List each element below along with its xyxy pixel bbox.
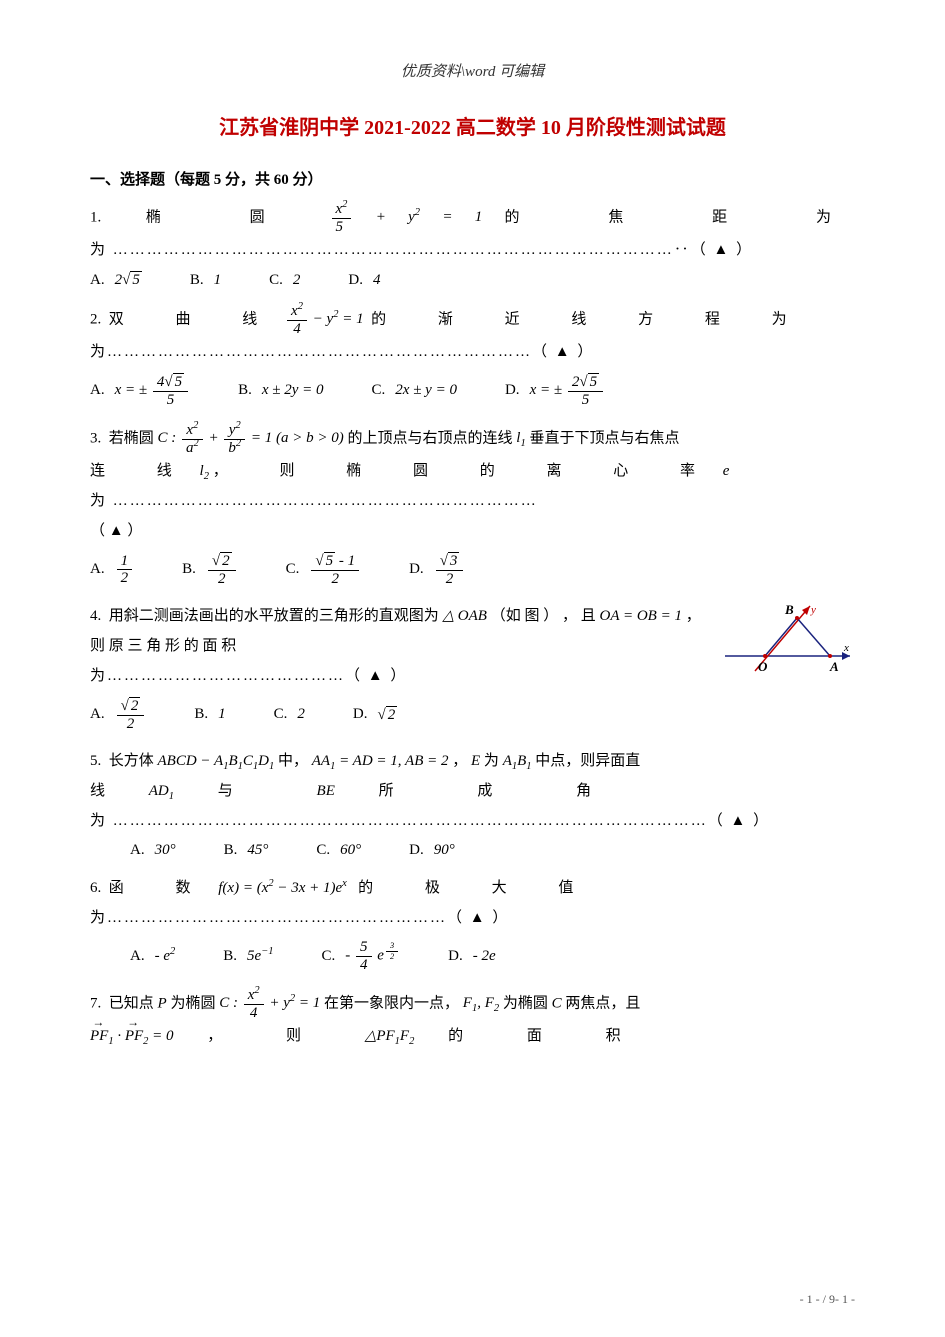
svg-text:y: y: [810, 604, 816, 616]
question-2: 2. 双 曲 线 x24 − y2 = 1 的 渐 近 线 方 程 为 为…………: [90, 303, 855, 367]
q7-mid4: 两焦点，且: [565, 995, 640, 1011]
q4-tail: 为……………………………………（ ▲ ）: [90, 668, 407, 684]
q5-line2a: 线: [90, 783, 145, 799]
q5-opt-c: C.60°: [316, 842, 361, 859]
q5-num: 5.: [90, 753, 101, 769]
q1-opt-c: C.2: [269, 272, 300, 289]
q1-options: A.2√5 B.1 C.2 D.4: [90, 271, 855, 289]
q5-options: A.30° B.45° C.60° D.90°: [130, 842, 855, 859]
q4-text1: 用斜二测画法画出的水平放置的三角形的直观图为: [109, 608, 439, 624]
exam-title: 江苏省淮阴中学 2021-2022 高二数学 10 月阶段性测试试题: [90, 111, 855, 140]
q6-opt-b: B.5e−1: [223, 948, 273, 965]
q1-opt-a: A.2√5: [90, 271, 142, 289]
q5-line2c: 所 成 角: [379, 783, 632, 799]
q4-opt-c: C.2: [274, 706, 305, 723]
q3-opt-d: D. √32: [409, 552, 465, 587]
q1-tail: 为 ………………………………………………………………………………………‥（ ▲ …: [90, 242, 753, 258]
q1-opt-b: B.1: [190, 272, 221, 289]
q3-line2b: ， 则 椭 圆 的 离 心 率: [213, 463, 719, 479]
q6-tail: 为……………………………………………………（ ▲ ）: [90, 910, 509, 926]
q2-options: A. x = ± 4√55 B.x ± 2y = 0 C.2x ± y = 0 …: [90, 373, 855, 408]
q2-opt-c: C.2x ± y = 0: [372, 382, 457, 399]
q1-post: 的 焦 距 为: [505, 209, 855, 225]
q5-mid4: 中点，则异面直: [535, 753, 640, 769]
q2-pre: 双 曲 线: [109, 311, 282, 327]
question-5: 5. 长方体 ABCD − A1B1C1D1 中， AA1 = AD = 1, …: [90, 746, 855, 836]
q7-mid2: 在第一象限内一点，: [324, 995, 459, 1011]
q1-pre: 椭 圆: [146, 209, 307, 225]
q4-text2: （如 图 ） ， 且: [491, 608, 596, 624]
q4-opt-d: D.√2: [353, 706, 397, 724]
question-7: 7. 已知点 P 为椭圆 C : x24 + y2 = 1 在第一象限内一点， …: [90, 987, 855, 1051]
q3-opt-c: C. √5 - 12: [286, 552, 362, 587]
q2-opt-d: D. x = ± 2√55: [505, 373, 605, 408]
q7-mid3: 为椭圆: [503, 995, 548, 1011]
q5-opt-b: B.45°: [224, 842, 269, 859]
q5-pre: 长方体: [109, 753, 154, 769]
triangle-diagram: O A B x y: [725, 601, 855, 681]
q4-opt-b: B.1: [194, 706, 225, 723]
page-footer: - 1 - / 9- 1 -: [800, 1292, 855, 1307]
svg-text:A: A: [829, 659, 839, 674]
q3-pre: 若椭圆: [109, 430, 154, 446]
q7-mid: 为椭圆: [170, 995, 215, 1011]
q3-options: A. 12 B. √22 C. √5 - 12 D. √32: [90, 552, 855, 587]
question-3: 3. 若椭圆 C : x2a2 + y2b2 = 1 (a > b > 0) 的…: [90, 422, 855, 546]
q2-num: 2.: [90, 311, 101, 327]
q4-opt-a: A. √22: [90, 697, 146, 732]
q3-tail: 为 …………………………………………………………………: [90, 493, 538, 509]
q6-formula: f(x) = (x2 − 3x + 1)ex: [218, 880, 347, 896]
q2-formula: x24 − y2 = 1: [285, 311, 367, 327]
q3-line2: 连 线: [90, 463, 196, 479]
q5-opt-d: D.90°: [409, 842, 455, 859]
q6-options: A.- e2 B.5e−1 C. - 54 e32 D.- 2e: [130, 939, 855, 973]
q6-post: 的 极 大 值: [358, 880, 597, 896]
q7-line2mid: ， 则: [207, 1028, 331, 1044]
q1-opt-d: D.4: [348, 272, 380, 289]
question-4: O A B x y 4. 用斜二测画法画出的水平放置的三角形的直观图为 △ OA…: [90, 601, 855, 691]
q2-opt-b: B.x ± 2y = 0: [238, 382, 323, 399]
q3-mid: 的上顶点与右顶点的连线: [348, 430, 513, 446]
q6-opt-a: A.- e2: [130, 948, 175, 965]
q3-e: e: [723, 463, 730, 479]
q5-opt-a: A.30°: [130, 842, 176, 859]
q3-formula: C : x2a2 + y2b2 = 1 (a > b > 0): [158, 430, 348, 446]
svg-text:x: x: [843, 642, 849, 654]
q5-tail: 为 ……………………………………………………………………………………………（ ▲…: [90, 813, 770, 829]
q4-options: A. √22 B.1 C.2 D.√2: [90, 697, 855, 732]
q6-opt-c: C. - 54 e32: [322, 939, 401, 973]
q2-tail: 为…………………………………………………………………（ ▲ ）: [90, 344, 594, 360]
q6-opt-d: D.- 2e: [448, 948, 496, 965]
svg-text:O: O: [758, 659, 768, 674]
q5-mid2: ，: [452, 753, 467, 769]
q7-num: 7.: [90, 995, 101, 1011]
q5-mid3: 为: [484, 753, 499, 769]
q3-opt-a: A. 12: [90, 553, 134, 587]
q7-pre: 已知点: [109, 995, 154, 1011]
q7-line2post: 的 面 积: [448, 1028, 651, 1044]
q3-opt-b: B. √22: [182, 552, 238, 587]
q5-line2b: 与: [218, 783, 273, 799]
page: 优质资料\word 可编辑 江苏省淮阴中学 2021-2022 高二数学 10 …: [0, 0, 945, 1337]
q2-opt-a: A. x = ± 4√55: [90, 373, 190, 408]
q6-num: 6.: [90, 880, 101, 896]
q3-marker: （ ▲ ）: [90, 523, 142, 539]
q1-formula: x25 + y2 = 1: [330, 209, 505, 225]
q5-mid: 中，: [278, 753, 308, 769]
q1-num: 1.: [90, 209, 101, 225]
svg-text:B: B: [784, 602, 794, 617]
section-heading: 一、选择题（每题 5 分，共 60 分）: [90, 168, 855, 189]
q3-mid2: 垂直于下顶点与右焦点: [529, 430, 679, 446]
header-note: 优质资料\word 可编辑: [90, 60, 855, 81]
q6-pre: 函 数: [109, 880, 215, 896]
q2-post: 的 渐 近 线 方 程 为: [371, 311, 811, 327]
question-1: 1. 椭 圆 x25 + y2 = 1 的 焦 距 为 为 ……………………………: [90, 201, 855, 265]
q3-num: 3.: [90, 430, 101, 446]
q4-num: 4.: [90, 608, 101, 624]
question-6: 6. 函 数 f(x) = (x2 − 3x + 1)ex 的 极 大 值 为……: [90, 873, 855, 933]
